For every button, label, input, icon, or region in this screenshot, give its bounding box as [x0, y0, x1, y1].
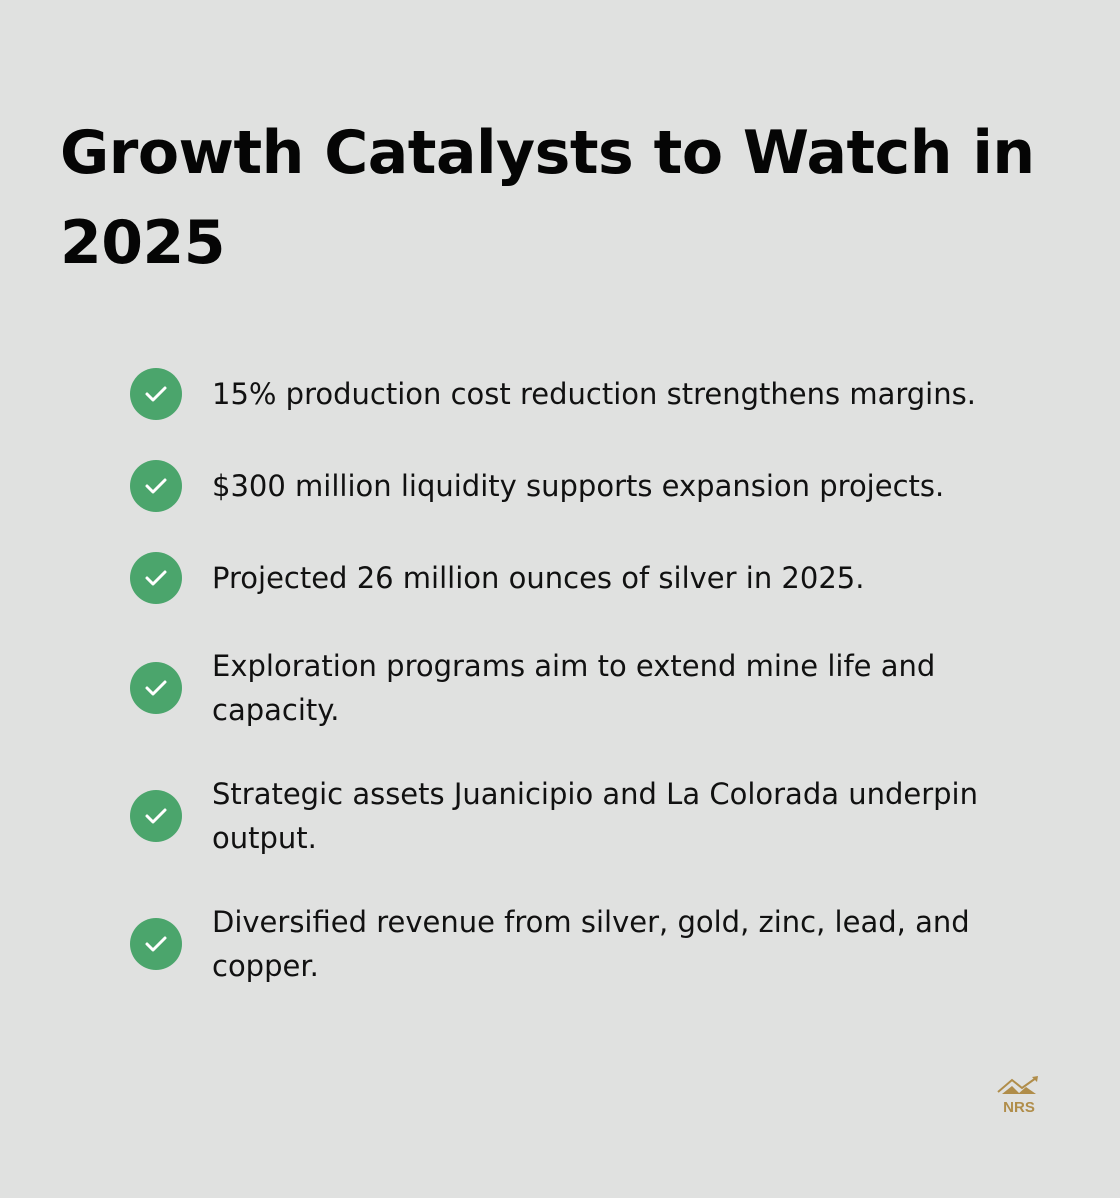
item-text: Projected 26 million ounces of silver in… — [212, 561, 865, 595]
check-icon — [130, 662, 182, 714]
chart-mountain-icon: NRS — [997, 1076, 1038, 1116]
list-item: Projected 26 million ounces of silver in… — [130, 552, 1012, 604]
item-text: Exploration programs aim to extend mine … — [212, 649, 936, 727]
check-icon — [130, 552, 182, 604]
list-item: $300 million liquidity supports expansio… — [130, 460, 1012, 512]
list-item: Diversified revenue from silver, gold, z… — [130, 900, 992, 988]
check-icon — [130, 368, 182, 420]
check-icon — [130, 790, 182, 842]
list-item: Exploration programs aim to extend mine … — [130, 644, 972, 732]
item-text: Strategic assets Juanicipio and La Color… — [212, 777, 978, 855]
page-title: Growth Catalysts to Watch in 2025 — [60, 118, 1035, 278]
item-text: 15% production cost reduction strengthen… — [212, 377, 976, 411]
item-text: Diversified revenue from silver, gold, z… — [212, 905, 970, 983]
svg-text:NRS: NRS — [1003, 1099, 1035, 1116]
item-text: $300 million liquidity supports expansio… — [212, 469, 945, 503]
nrs-logo: NRS — [994, 1074, 1044, 1118]
list-item: Strategic assets Juanicipio and La Color… — [130, 772, 1002, 860]
check-icon — [130, 460, 182, 512]
list-item: 15% production cost reduction strengthen… — [130, 368, 1012, 420]
check-icon — [130, 918, 182, 970]
